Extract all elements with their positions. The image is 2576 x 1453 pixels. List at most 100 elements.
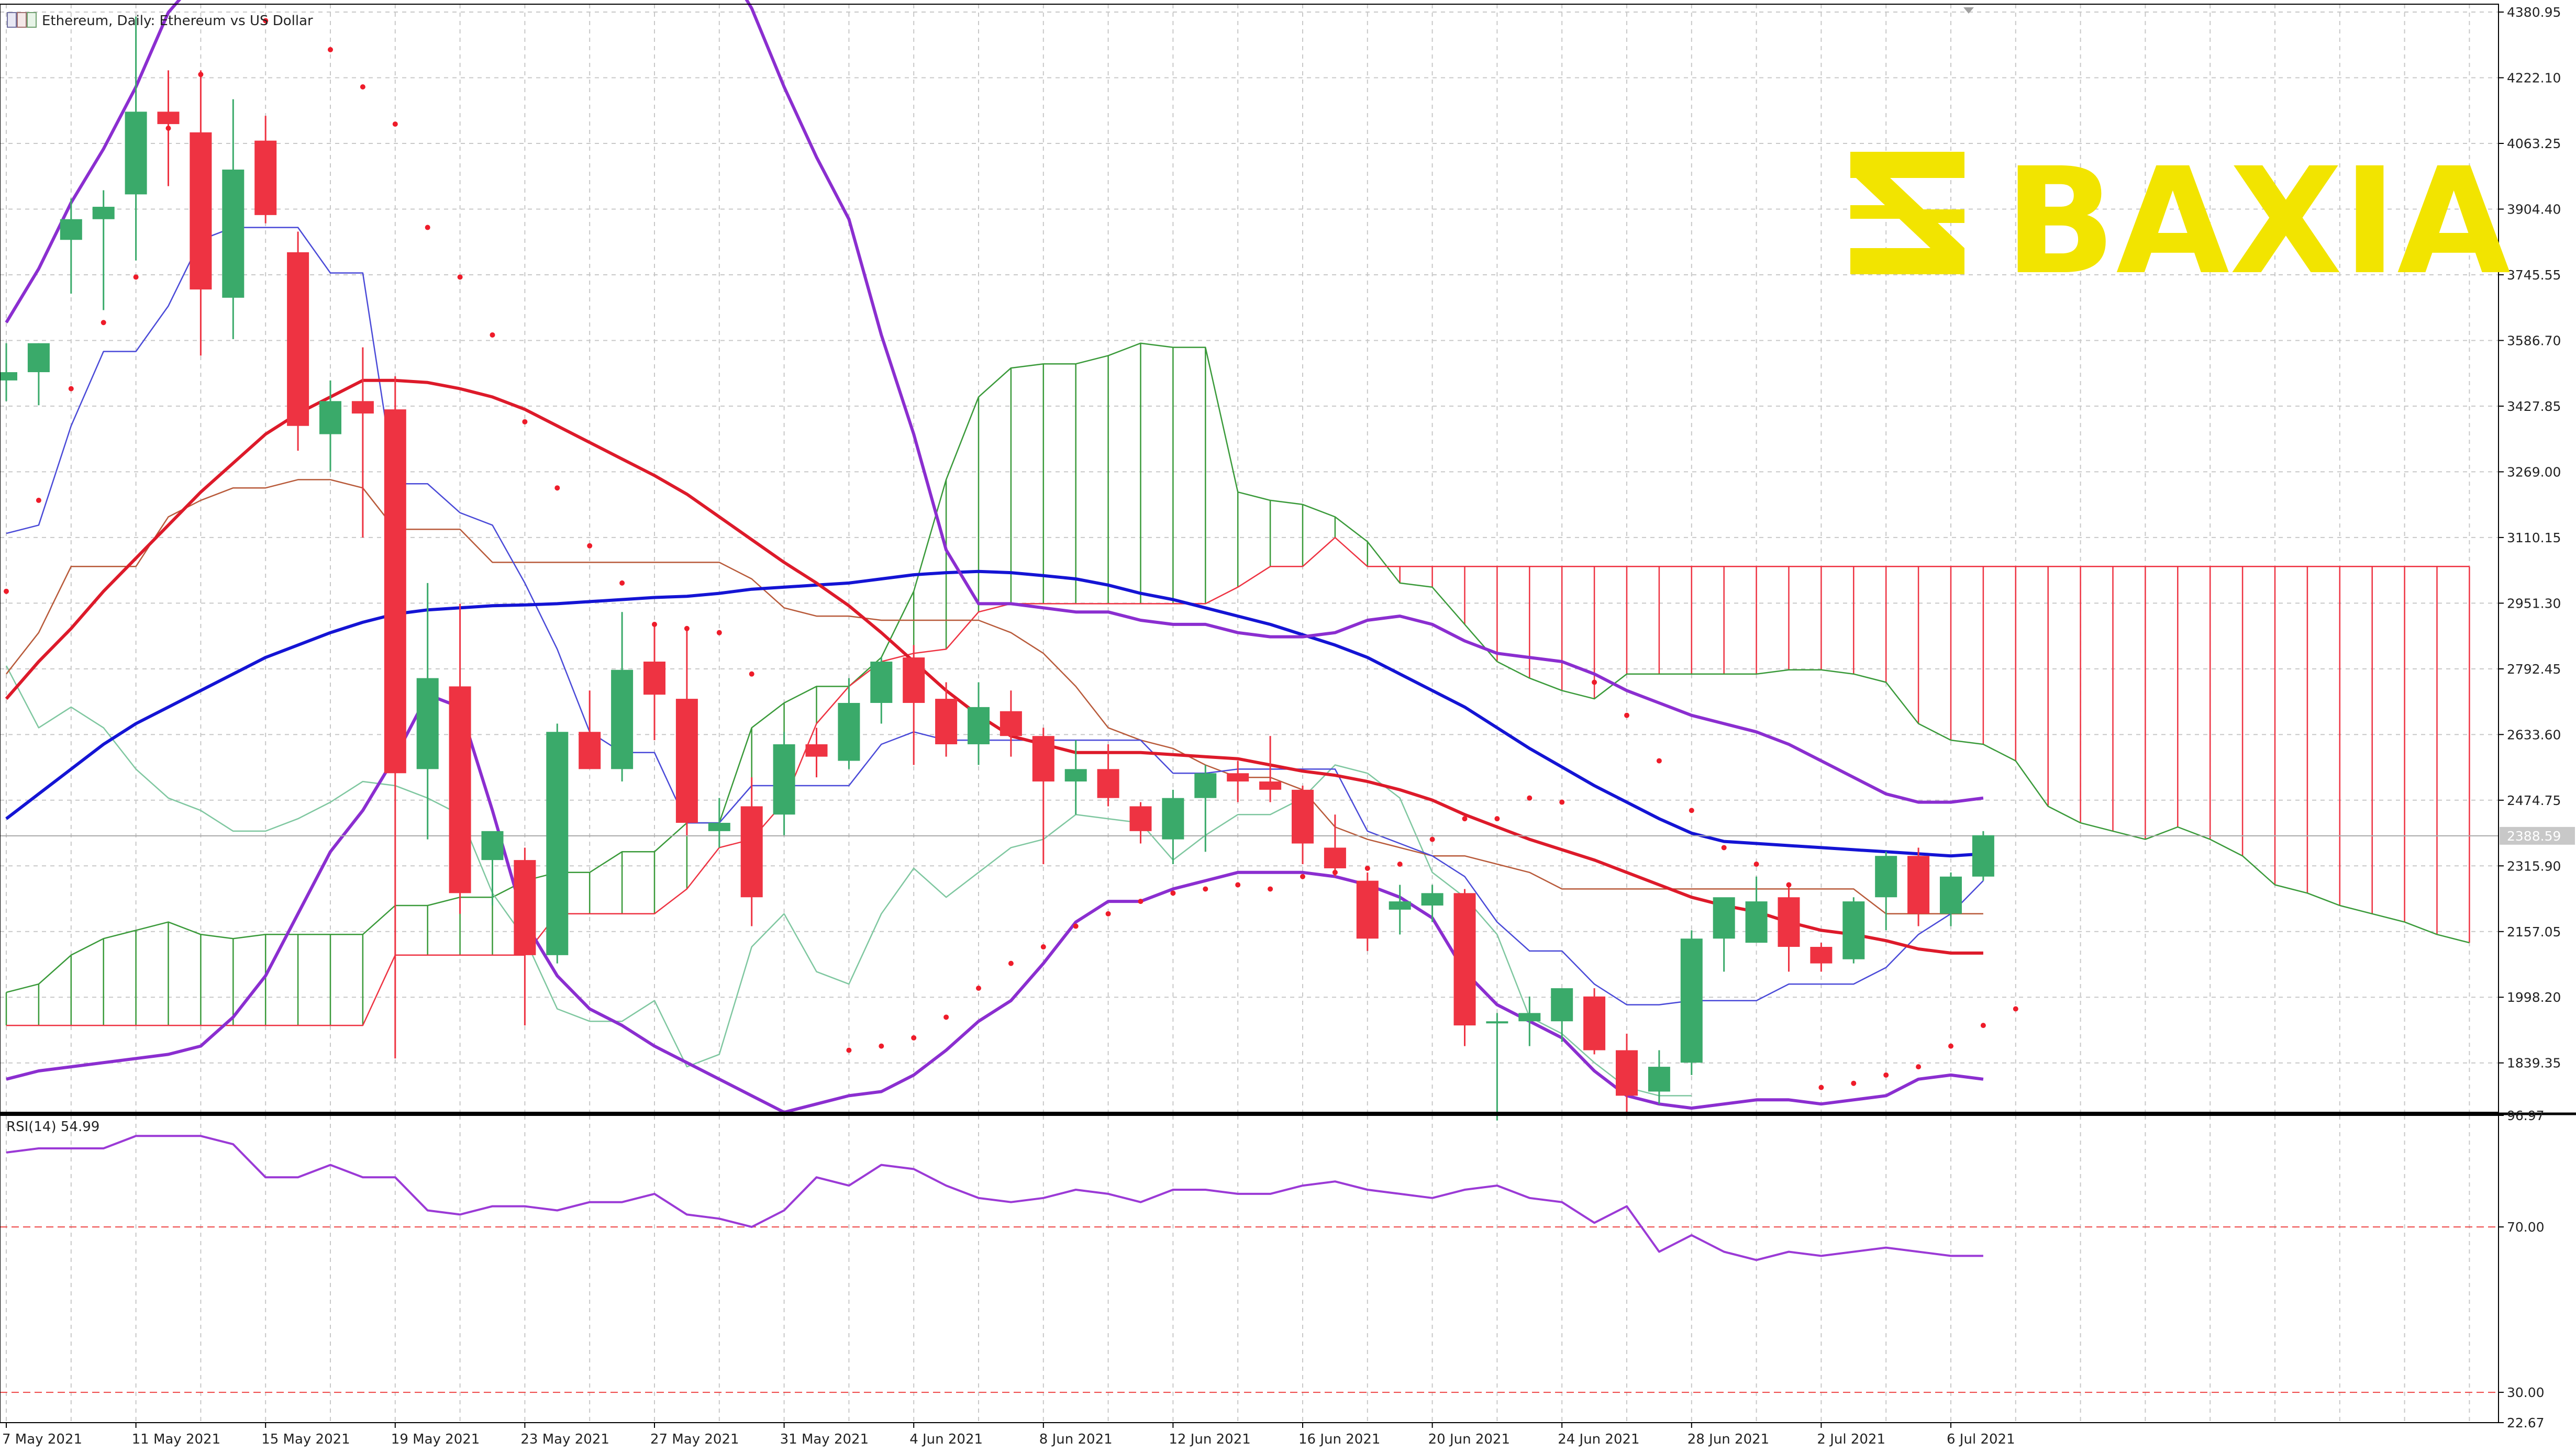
candle-bearish[interactable] (740, 806, 763, 898)
shift-marker-icon[interactable] (1963, 7, 1974, 14)
sar-dot (392, 121, 398, 127)
candle-bullish[interactable] (1648, 1067, 1670, 1092)
candle-bullish[interactable] (1486, 1021, 1508, 1024)
candlesticks[interactable] (0, 16, 1994, 1121)
candle-bearish[interactable] (1259, 781, 1282, 790)
candle-bullish[interactable] (1940, 876, 1962, 914)
candle-bearish[interactable] (903, 657, 925, 703)
candle-bullish[interactable] (968, 707, 990, 744)
candle-bearish[interactable] (1778, 897, 1800, 947)
candle-bearish[interactable] (1000, 711, 1022, 736)
candle-bearish[interactable] (157, 111, 180, 125)
sar-dot (522, 419, 528, 424)
candle-bullish[interactable] (92, 207, 115, 219)
candle-bearish[interactable] (1453, 893, 1476, 1026)
sar-dot (619, 580, 625, 586)
candle-bearish[interactable] (1324, 847, 1346, 868)
rsi-panel-frame (0, 1115, 2499, 1423)
candle-bullish[interactable] (1551, 988, 1573, 1022)
candle-bullish[interactable] (870, 661, 893, 703)
price-tick-label: 3427.85 (2507, 399, 2561, 414)
rsi-tick-label: 96.97 (2507, 1108, 2545, 1123)
candle-bullish[interactable] (27, 343, 50, 373)
sar-dot (1624, 712, 1629, 718)
candle-bullish[interactable] (773, 744, 795, 815)
rsi-title: RSI(14) 54.99 (6, 1119, 99, 1135)
candle-bearish[interactable] (351, 401, 374, 414)
time-tick-label: 4 Jun 2021 (909, 1432, 983, 1447)
sar-dot (1268, 886, 1273, 892)
candle-bullish[interactable] (1972, 835, 1994, 877)
candle-bullish[interactable] (708, 823, 730, 831)
candle-bullish[interactable] (546, 732, 569, 955)
candle-bullish[interactable] (222, 169, 245, 298)
time-tick-label: 6 Jul 2021 (1947, 1432, 2015, 1447)
candle-bullish[interactable] (838, 702, 860, 761)
candle-bullish[interactable] (1713, 897, 1735, 939)
sar-dot (1689, 808, 1694, 813)
candle-bullish[interactable] (1875, 856, 1897, 898)
candle-bearish[interactable] (1356, 880, 1379, 939)
candle-bearish[interactable] (1583, 996, 1606, 1050)
price-tick-label: 1839.35 (2507, 1056, 2561, 1071)
candle-bearish[interactable] (675, 699, 698, 823)
candle-bullish[interactable] (1162, 798, 1184, 840)
time-tick-label: 12 Jun 2021 (1169, 1432, 1250, 1447)
candle-bearish[interactable] (384, 409, 406, 774)
candle-bearish[interactable] (1907, 856, 1930, 914)
candle-bullish[interactable] (416, 678, 439, 769)
price-tick-label: 4380.95 (2507, 5, 2561, 20)
sar-dot (101, 320, 106, 326)
candle-bullish[interactable] (1842, 901, 1865, 959)
candle-bearish[interactable] (1616, 1050, 1638, 1096)
candle-bullish[interactable] (611, 669, 634, 769)
candle-bearish[interactable] (254, 140, 277, 215)
time-tick-label: 31 May 2021 (780, 1432, 869, 1447)
chart-header: Ethereum, Daily: Ethereum vs US Dollar (7, 12, 313, 29)
candle-bearish[interactable] (190, 132, 212, 290)
sar-dot (1948, 1043, 1953, 1049)
price-tick-label: 4222.10 (2507, 71, 2561, 86)
candle-bullish[interactable] (1745, 901, 1768, 943)
sar-dot (1980, 1023, 1986, 1029)
sar-dot (846, 1047, 852, 1053)
candle-bullish[interactable] (319, 401, 341, 434)
candle-bearish[interactable] (1810, 947, 1833, 964)
time-tick-label: 15 May 2021 (261, 1432, 350, 1447)
candle-bullish[interactable] (1680, 938, 1703, 1063)
sar-dot (328, 47, 333, 52)
candle-bearish[interactable] (514, 860, 536, 955)
sar-dot (879, 1043, 884, 1049)
time-tick-label: 24 Jun 2021 (1558, 1432, 1639, 1447)
candle-bullish[interactable] (1421, 893, 1444, 906)
candle-bearish[interactable] (579, 732, 601, 769)
sar-dot (165, 125, 171, 131)
rsi-tick-label: 30.00 (2507, 1385, 2545, 1400)
candle-bullish[interactable] (60, 219, 82, 240)
candle-bullish[interactable] (1064, 769, 1087, 782)
time-tick-label: 7 May 2021 (2, 1432, 82, 1447)
candle-bullish[interactable] (1194, 773, 1217, 798)
candle-bearish[interactable] (1129, 806, 1152, 831)
symbol-icon (7, 12, 17, 28)
candle-bearish[interactable] (287, 252, 309, 426)
candle-bearish[interactable] (1032, 736, 1054, 782)
candle-bullish[interactable] (1518, 1013, 1541, 1022)
candle-bullish[interactable] (0, 372, 17, 381)
candle-bearish[interactable] (643, 661, 665, 695)
candle-bearish[interactable] (1292, 789, 1314, 844)
candle-bullish[interactable] (481, 831, 504, 860)
last-price-label: 2388.59 (2507, 829, 2561, 844)
candle-bearish[interactable] (805, 744, 828, 757)
sar-dot (1462, 816, 1468, 822)
chart-title: Ethereum, Daily: Ethereum vs US Dollar (42, 13, 313, 29)
candle-bullish[interactable] (125, 111, 147, 195)
candle-bearish[interactable] (1097, 769, 1119, 798)
candle-bullish[interactable] (1389, 901, 1411, 910)
candle-bearish[interactable] (449, 686, 471, 893)
candle-bearish[interactable] (935, 699, 958, 744)
sar-dot (1656, 758, 1662, 764)
candle-bearish[interactable] (1227, 773, 1249, 782)
